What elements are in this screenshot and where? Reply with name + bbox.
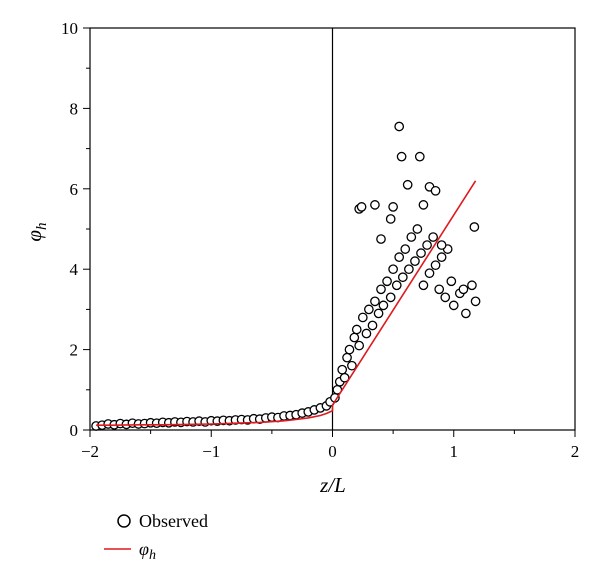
- observed-point: [448, 300, 459, 311]
- observed-point: [373, 308, 384, 319]
- observed-point: [416, 248, 426, 258]
- observed-point: [385, 292, 396, 303]
- observed-point: [469, 222, 480, 232]
- observed-point: [396, 151, 407, 162]
- y-axis-ticks: 0 2 4 6 8 10: [61, 19, 90, 440]
- x-tick-label: 0: [328, 442, 337, 461]
- observed-point: [391, 280, 402, 291]
- x-axis-ticks: −2 −1 0 1 2: [81, 430, 579, 461]
- y-tick-label: 10: [61, 19, 78, 38]
- observed-point: [361, 328, 372, 339]
- observed-point: [347, 360, 357, 371]
- plot-frame: [89, 27, 576, 431]
- observed-point: [412, 224, 423, 234]
- x-tick-label: 1: [450, 442, 459, 461]
- observed-point: [357, 312, 368, 323]
- x-tick-label: −1: [202, 442, 220, 461]
- y-axis-title-main: φ: [22, 230, 46, 242]
- observed-point: [467, 280, 477, 291]
- y-tick-label: 6: [70, 180, 79, 199]
- observed-point: [440, 292, 451, 303]
- observed-point: [367, 320, 378, 331]
- legend: Observed φh: [104, 511, 208, 563]
- observed-point: [461, 308, 471, 319]
- observed-point: [418, 200, 429, 210]
- x-tick-label: −2: [81, 442, 99, 461]
- observed-point: [385, 214, 396, 224]
- observed-point: [394, 121, 405, 132]
- observed-point: [376, 234, 386, 244]
- observed-point: [434, 284, 445, 295]
- observed-point: [370, 200, 380, 210]
- y-tick-label: 4: [70, 260, 79, 279]
- x-axis-title: z/L: [319, 473, 346, 497]
- observed-point: [436, 240, 447, 250]
- svg-text:φh: φh: [22, 222, 50, 241]
- observed-point: [354, 340, 365, 351]
- observed-point: [400, 244, 411, 254]
- observed-point: [378, 300, 389, 311]
- legend-observed-label: Observed: [139, 511, 208, 531]
- fit-line-layer: [96, 180, 477, 426]
- observed-point: [414, 151, 425, 162]
- y-tick-label: 8: [70, 99, 79, 118]
- observed-point: [418, 280, 429, 291]
- observed-point: [382, 276, 392, 287]
- y-tick-label: 0: [70, 421, 79, 440]
- observed-point: [428, 232, 438, 242]
- observed-point: [364, 304, 374, 315]
- observed-points: [91, 121, 481, 431]
- observed-point: [337, 364, 348, 375]
- observed-point: [410, 256, 420, 267]
- observed-point: [406, 232, 417, 242]
- observed-point: [430, 260, 441, 271]
- observed-point: [402, 179, 413, 190]
- observed-point: [394, 252, 405, 262]
- observed-point: [458, 284, 469, 295]
- legend-line-label: φh: [139, 539, 156, 563]
- observed-point: [388, 264, 398, 275]
- observed-point: [430, 185, 441, 196]
- observed-point: [356, 202, 367, 212]
- legend-observed-marker: [117, 514, 131, 528]
- observed-point: [349, 332, 360, 343]
- observed-point: [422, 240, 432, 250]
- observed-point: [376, 284, 386, 295]
- y-axis-title: φh: [22, 222, 50, 241]
- observed-point: [344, 344, 355, 355]
- observed-point: [370, 296, 380, 307]
- y-axis-title-sub: h: [34, 222, 50, 230]
- observed-point: [424, 268, 435, 279]
- observed-point: [436, 252, 447, 262]
- observed-point: [342, 352, 352, 363]
- observed-point: [339, 372, 350, 383]
- y-tick-label: 2: [70, 341, 79, 360]
- observed-point: [470, 296, 481, 307]
- observed-point: [404, 264, 414, 275]
- observed-point: [351, 324, 362, 335]
- observed-point: [388, 202, 398, 212]
- observed-point: [446, 276, 457, 287]
- observed-point: [397, 272, 408, 283]
- phi-h-fit-line: [96, 180, 477, 426]
- x-tick-label: 2: [571, 442, 580, 461]
